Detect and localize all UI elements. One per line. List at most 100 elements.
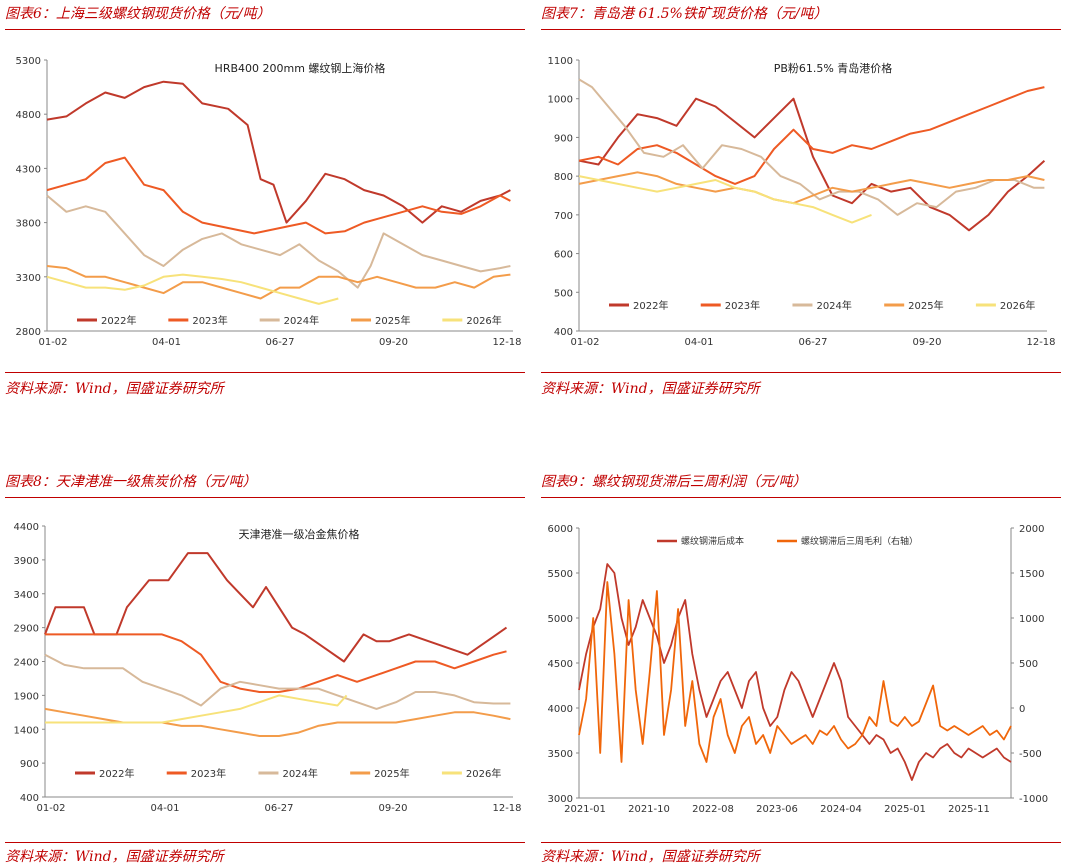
legend-label: 2026年	[1000, 299, 1035, 312]
y-tick-label-left: 6000	[548, 524, 573, 535]
x-tick-label: 2022-08	[692, 804, 734, 815]
y-tick-label: 1400	[14, 725, 39, 736]
title-rule	[5, 497, 525, 498]
series-line	[46, 156, 511, 235]
y-tick-label: 2400	[14, 658, 39, 669]
panel-rebar-profit: 图表9：螺纹钢现货滞后三周利润（元/吨） 3000 3500 4000 4500 500…	[541, 468, 1061, 868]
y-tick-label-left: 4000	[548, 704, 573, 715]
legend-label: 2026年	[466, 314, 501, 327]
x-tick-label: 04-01	[152, 337, 181, 348]
series-line	[578, 78, 1045, 216]
x-tick-label: 09-20	[378, 803, 407, 814]
y-tick-label: 900	[20, 759, 39, 770]
chart-title: PB粉61.5% 青岛港价格	[774, 61, 893, 75]
source-rule	[541, 842, 1061, 843]
y-tick-label: 3800	[16, 219, 41, 230]
source-note: 资料来源：Wind，国盛证券研究所	[5, 849, 224, 865]
x-tick-label: 01-02	[38, 337, 67, 348]
y-tick-label: 600	[554, 250, 573, 261]
figure-title: 图表9：螺纹钢现货滞后三周利润（元/吨）	[541, 474, 807, 490]
legend-label: 2022年	[633, 299, 668, 312]
y-tick-label: 4800	[16, 110, 41, 121]
series-line	[46, 265, 511, 300]
legend-label: 2025年	[375, 314, 410, 327]
y-tick-label-left: 5000	[548, 614, 573, 625]
chart-rebar-profit: 3000 3500 4000 4500 5000 5500 6000 -1000 -500 0 50…	[548, 524, 1049, 815]
title-rule	[541, 497, 1061, 498]
x-tick-label: 06-27	[265, 337, 294, 348]
y-tick-label-left: 3500	[548, 749, 573, 760]
x-tick-label: 12-18	[492, 337, 521, 348]
series-line	[578, 563, 1012, 781]
y-tick-label-right: -1000	[1019, 794, 1048, 805]
x-tick-label: 2024-04	[820, 804, 862, 815]
legend-label: 2023年	[192, 314, 227, 327]
series-line	[578, 171, 1045, 205]
legend-label: 2023年	[191, 767, 226, 780]
y-tick-label-right: 0	[1019, 704, 1025, 715]
y-tick-label: 3900	[14, 556, 39, 567]
x-tick-label: 2021-10	[628, 804, 670, 815]
y-tick-label: 900	[554, 133, 573, 144]
series-line	[44, 552, 508, 663]
series-line	[46, 80, 511, 224]
series-line	[578, 97, 1046, 232]
panel-iron-ore-price: 图表7：青岛港 61.5%铁矿现货价格（元/吨） 400 500 600 700 800…	[541, 0, 1061, 400]
series-line	[46, 273, 339, 305]
y-tick-label-right: -500	[1019, 749, 1042, 760]
chart-rebar-price: 2800 3300 3800 4300 4800 5300 01-02 04-01 06-27 0…	[16, 56, 522, 348]
chart-title: HRB400 200mm 螺纹钢上海价格	[215, 61, 386, 75]
x-tick-label: 2025-11	[948, 804, 990, 815]
y-tick-label: 4400	[14, 522, 39, 533]
panel-coke-price: 图表8：天津港准一级焦炭价格（元/吨） 400 900 1400 1900 2400 29…	[5, 468, 525, 868]
figure-title: 图表7：青岛港 61.5%铁矿现货价格（元/吨）	[541, 6, 828, 22]
x-tick-label: 04-01	[150, 803, 179, 814]
y-tick-label: 3300	[16, 273, 41, 284]
legend-label: 2024年	[816, 299, 851, 312]
series-line	[578, 86, 1045, 185]
legend-label: 2022年	[99, 767, 134, 780]
chart-iron-ore-price: 400 500 600 700 800 900 1000 1100 01-02 04-01 06-2…	[548, 56, 1056, 348]
legend-label: 2023年	[725, 299, 760, 312]
source-rule	[5, 842, 525, 843]
y-tick-label-left: 5500	[548, 569, 573, 580]
legend-label: 2025年	[374, 767, 409, 780]
y-tick-label: 400	[554, 327, 573, 338]
title-rule	[5, 29, 525, 30]
series-line	[578, 175, 872, 224]
x-tick-label: 12-18	[1026, 337, 1055, 348]
legend-label: 2024年	[284, 314, 319, 327]
y-tick-label-right: 1000	[1019, 614, 1044, 625]
figure-title: 图表6：上海三级螺纹钢现货价格（元/吨）	[5, 6, 271, 22]
y-tick-label-right: 1500	[1019, 569, 1044, 580]
y-tick-label: 400	[20, 793, 39, 804]
y-tick-label: 2800	[16, 327, 41, 338]
legend-label: 2026年	[466, 767, 501, 780]
source-note: 资料来源：Wind，国盛证券研究所	[541, 849, 760, 865]
x-tick-label: 2021-01	[564, 804, 606, 815]
figure-title: 图表8：天津港准一级焦炭价格（元/吨）	[5, 474, 257, 490]
x-tick-label: 06-27	[798, 337, 827, 348]
x-tick-label: 04-01	[684, 337, 713, 348]
y-tick-label: 5300	[16, 56, 41, 67]
y-tick-label: 800	[554, 172, 573, 183]
series-line	[46, 194, 511, 289]
y-tick-label: 1900	[14, 691, 39, 702]
chart-coke-price: 400 900 1400 1900 2400 2900 3400 3900 4400 01-02 0…	[14, 522, 522, 814]
y-tick-label: 500	[554, 288, 573, 299]
y-tick-label: 4300	[16, 164, 41, 175]
source-rule	[541, 372, 1061, 373]
x-tick-label: 12-18	[492, 803, 521, 814]
x-tick-label: 01-02	[36, 803, 65, 814]
x-tick-label: 09-20	[912, 337, 941, 348]
series-line	[578, 581, 1012, 763]
legend-label: 2025年	[908, 299, 943, 312]
y-tick-label-right: 2000	[1019, 524, 1044, 535]
y-tick-label: 2900	[14, 624, 39, 635]
legend-label: 2024年	[282, 767, 317, 780]
chart-title: 天津港准一级冶金焦价格	[239, 527, 360, 541]
y-tick-label: 1100	[548, 56, 573, 67]
series-line	[45, 633, 507, 693]
y-tick-label: 1000	[548, 95, 573, 106]
y-tick-label-left: 3000	[548, 794, 573, 805]
